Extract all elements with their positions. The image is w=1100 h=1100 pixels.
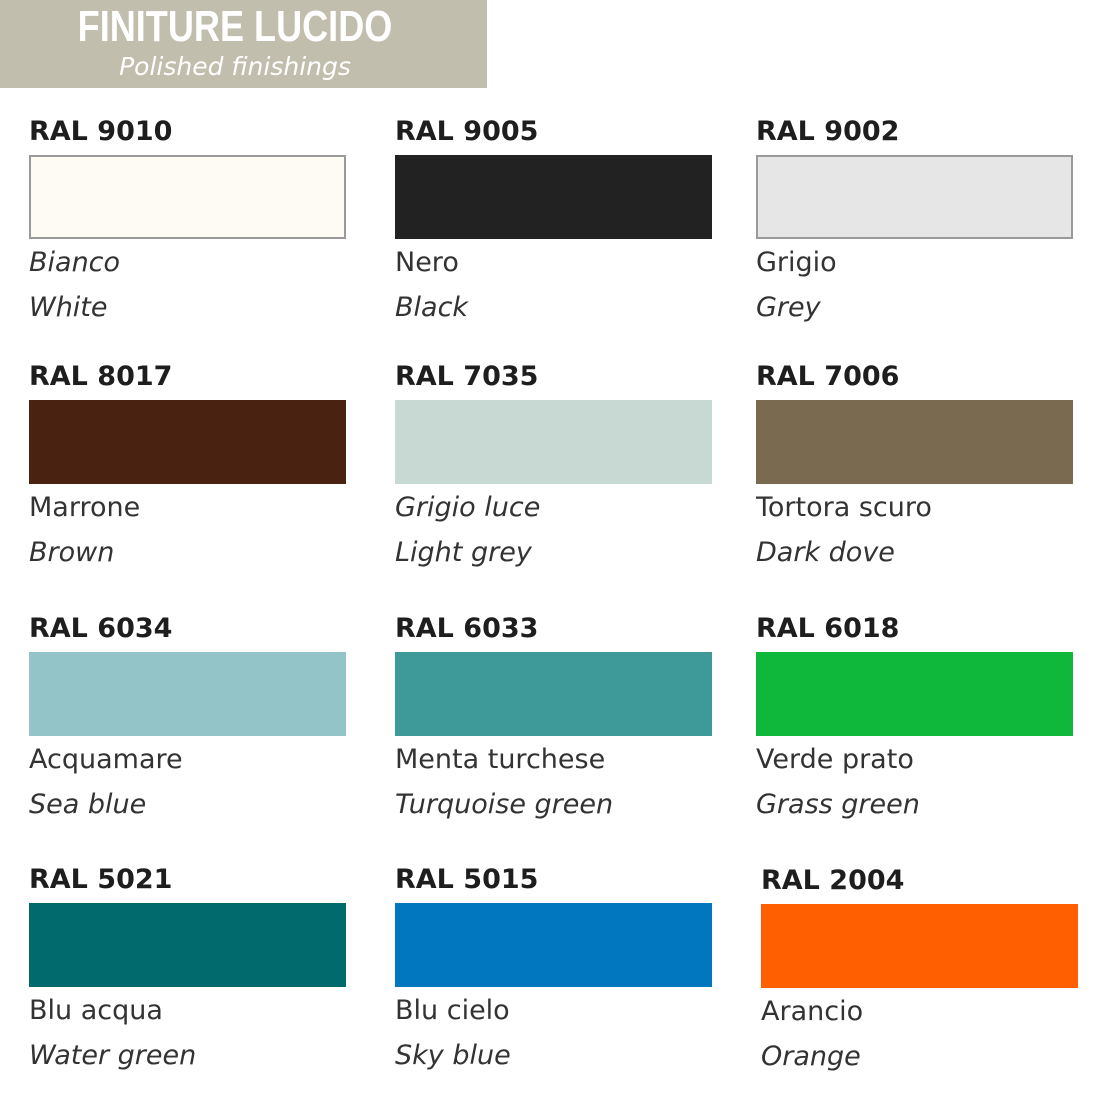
color-card: RAL 9005 Nero Black <box>395 116 715 323</box>
italian-name: Acquamare <box>29 744 183 775</box>
color-card: RAL 5015 Blu cielo Sky blue <box>395 864 715 1071</box>
english-name: Brown <box>29 537 115 568</box>
english-name: Orange <box>761 1041 861 1072</box>
header-banner: FINITURE LUCIDO Polished finishings <box>0 0 487 88</box>
color-card: RAL 9002 Grigio Grey <box>756 116 1076 323</box>
ral-code: RAL 7035 <box>395 361 539 392</box>
color-swatch <box>29 903 346 987</box>
page-subtitle: Polished finishings <box>119 52 351 81</box>
color-card: RAL 7006 Tortora scuro Dark dove <box>756 361 1076 568</box>
english-name: Sky blue <box>395 1040 511 1071</box>
english-name: Turquoise green <box>395 789 614 820</box>
ral-code: RAL 6033 <box>395 613 539 644</box>
italian-name: Grigio luce <box>395 492 541 523</box>
color-swatch <box>756 400 1073 484</box>
color-swatch <box>761 904 1078 988</box>
english-name: Black <box>395 292 469 323</box>
italian-name: Arancio <box>761 996 864 1027</box>
page-title: FINITURE LUCIDO <box>77 2 393 51</box>
color-card: RAL 6018 Verde prato Grass green <box>756 613 1076 820</box>
color-card: RAL 6033 Menta turchese Turquoise green <box>395 613 715 820</box>
english-name: Dark dove <box>756 537 895 568</box>
italian-name: Verde prato <box>756 744 914 775</box>
color-swatch <box>395 400 712 484</box>
italian-name: Menta turchese <box>395 744 606 775</box>
italian-name: Tortora scuro <box>756 492 932 523</box>
color-swatch <box>395 903 712 987</box>
italian-name: Grigio <box>756 247 837 278</box>
ral-code: RAL 9002 <box>756 116 900 147</box>
english-name: Light grey <box>395 537 532 568</box>
color-swatch <box>756 155 1073 239</box>
italian-name: Marrone <box>29 492 141 523</box>
ral-code: RAL 5015 <box>395 864 539 895</box>
english-name: Sea blue <box>29 789 147 820</box>
ral-code: RAL 8017 <box>29 361 173 392</box>
ral-code: RAL 7006 <box>756 361 900 392</box>
color-swatch <box>756 652 1073 736</box>
ral-code: RAL 5021 <box>29 864 173 895</box>
color-card: RAL 2004 Arancio Orange <box>761 865 1081 1072</box>
english-name: White <box>29 292 108 323</box>
ral-code: RAL 9010 <box>29 116 173 147</box>
color-swatch <box>395 652 712 736</box>
english-name: Grass green <box>756 789 920 820</box>
color-swatch <box>29 400 346 484</box>
color-swatch <box>395 155 712 239</box>
italian-name: Blu acqua <box>29 995 163 1026</box>
ral-code: RAL 2004 <box>761 865 905 896</box>
english-name: Water green <box>29 1040 197 1071</box>
color-card: RAL 9010 Bianco White <box>29 116 349 323</box>
italian-name: Bianco <box>29 247 121 278</box>
color-card: RAL 8017 Marrone Brown <box>29 361 349 568</box>
color-card: RAL 7035 Grigio luce Light grey <box>395 361 715 568</box>
color-swatch <box>29 155 346 239</box>
italian-name: Nero <box>395 247 459 278</box>
italian-name: Blu cielo <box>395 995 510 1026</box>
color-card: RAL 6034 Acquamare Sea blue <box>29 613 349 820</box>
ral-code: RAL 6034 <box>29 613 173 644</box>
ral-code: RAL 9005 <box>395 116 539 147</box>
ral-code: RAL 6018 <box>756 613 900 644</box>
color-swatch <box>29 652 346 736</box>
english-name: Grey <box>756 292 821 323</box>
color-card: RAL 5021 Blu acqua Water green <box>29 864 349 1071</box>
